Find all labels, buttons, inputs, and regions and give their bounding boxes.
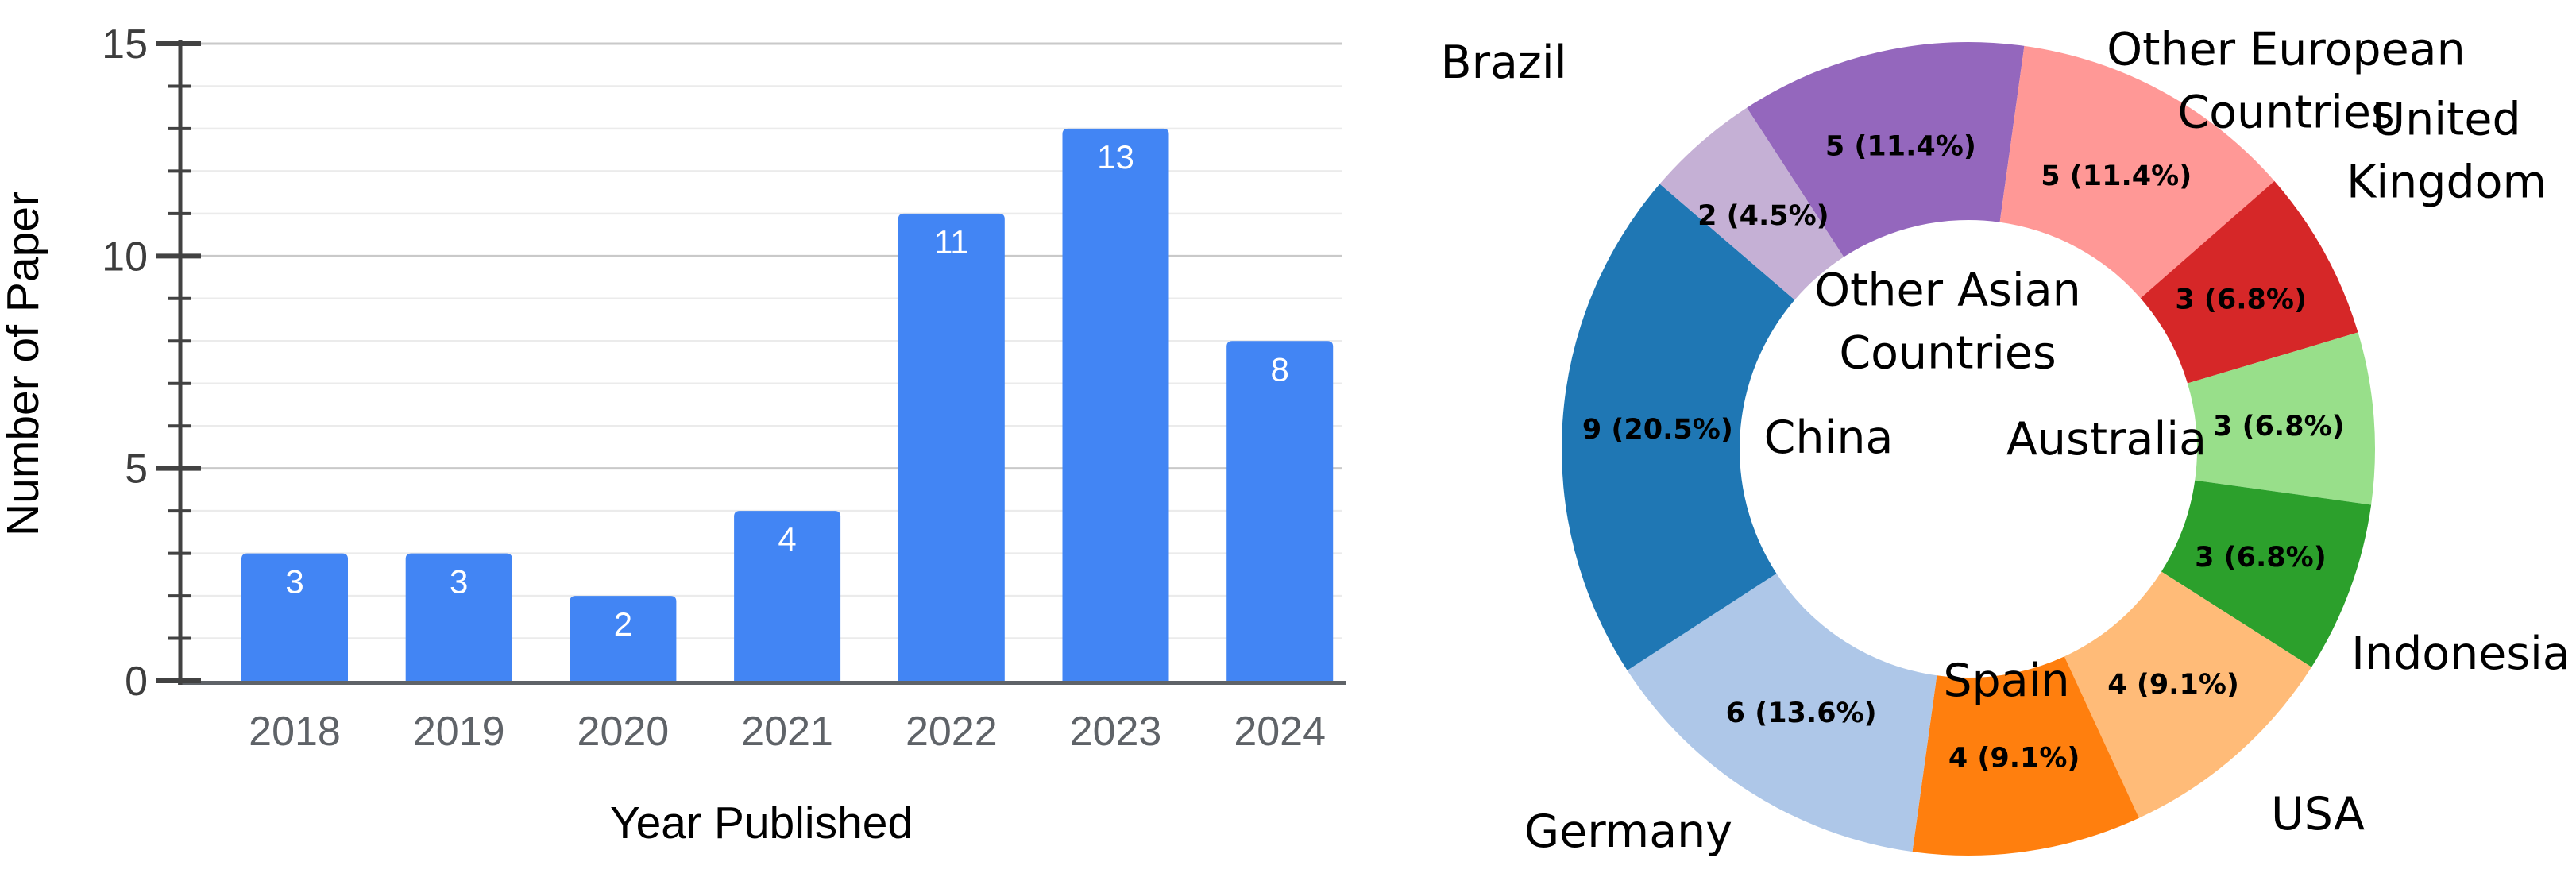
- bar-value-label: 3: [450, 563, 468, 601]
- y-tick-label: 5: [125, 446, 148, 493]
- slice-name-label-china: China: [1764, 412, 1894, 464]
- slice-value-label-indonesia: 3 (6.8%): [2195, 542, 2327, 574]
- bar-chart-svg: 3 3 2 4 11 13 8 0 5 10 15 2018 2019 2020 2021 2022 2023 2…: [0, 21, 1346, 848]
- x-tick-label: 2021: [741, 709, 833, 755]
- y-tick-label: 15: [102, 21, 148, 68]
- x-axis-title: Year Published: [610, 798, 913, 848]
- bar-value-label: 13: [1097, 138, 1134, 176]
- y-tick-label: 0: [125, 659, 148, 705]
- slice-name-label-brazil: Brazil: [1440, 37, 1566, 89]
- bar-value-label: 4: [778, 520, 796, 558]
- slice-name-label-united-kingdom: United Kingdom: [2346, 94, 2547, 209]
- slice-name-label-spain: Spain: [1943, 655, 2069, 707]
- bar-value-label: 2: [614, 605, 632, 643]
- slice-value-label-germany: 6 (13.6%): [1726, 697, 1877, 729]
- donut-slice-indonesia: [2161, 480, 2372, 667]
- donut-slice-usa: [2064, 571, 2312, 818]
- x-tick-label: 2018: [249, 709, 341, 755]
- donut-slice-other-european-countries: [1999, 45, 2275, 299]
- slice-name-label-other-european-countries: Other European Countries: [2107, 24, 2465, 139]
- donut-slice-brazil: [1659, 107, 1844, 300]
- slice-value-label-brazil: 2 (4.5%): [1697, 200, 1829, 232]
- bar-value-label: 8: [1271, 350, 1289, 388]
- slice-value-label-china: 9 (20.5%): [1582, 414, 1733, 446]
- donut-slice-china: [1561, 184, 1795, 670]
- slice-name-label-indonesia: Indonesia: [2351, 628, 2570, 680]
- donut-slice-australia: [2187, 332, 2375, 505]
- papers-per-year-bar-chart: 3 3 2 4 11 13 8 0 5 10 15 2018 2019 2020 2021 2022 2023 2…: [0, 21, 1346, 848]
- bar-value-label: 3: [285, 563, 303, 601]
- donut-slice-united-kingdom: [2140, 180, 2358, 384]
- bar-2024: [1226, 341, 1334, 681]
- bar-2020: [570, 596, 677, 681]
- x-tick-label: 2022: [906, 709, 998, 755]
- y-tick-label: 10: [102, 234, 148, 280]
- papers-by-country-donut-chart: 5 (11.4%) Other Asian Countries 5 (11.4%) Ot…: [1390, 0, 2576, 881]
- slice-value-label-other-european-countries: 5 (11.4%): [2041, 160, 2192, 192]
- x-tick-label: 2020: [577, 709, 670, 755]
- slice-name-label-other-asian-countries: Other Asian Countries: [1814, 265, 2081, 380]
- donut-slice-germany: [1627, 573, 1937, 852]
- donut-slice-spain: [1912, 656, 2139, 856]
- slice-value-label-spain: 4 (9.1%): [1948, 743, 2080, 775]
- slice-name-label-australia: Australia: [2006, 413, 2207, 466]
- bar-2019: [405, 553, 512, 681]
- x-tick-label: 2024: [1234, 709, 1326, 755]
- bar-2021: [734, 511, 841, 681]
- bar-2018: [241, 553, 348, 681]
- donut-slice-other-asian-countries: [1747, 41, 2025, 257]
- donut-chart-svg: 5 (11.4%) Other Asian Countries 5 (11.4%) Ot…: [1440, 24, 2570, 859]
- y-axis-title: Number of Paper: [0, 191, 48, 536]
- slice-value-label-australia: 3 (6.8%): [2213, 411, 2345, 442]
- x-tick-label: 2019: [413, 709, 505, 755]
- slice-name-label-usa: USA: [2271, 788, 2365, 840]
- bar-value-label: 11: [934, 223, 969, 261]
- bar-2023: [1062, 128, 1169, 681]
- slice-name-label-germany: Germany: [1524, 806, 1732, 858]
- slice-value-label-usa: 4 (9.1%): [2107, 669, 2239, 701]
- slice-value-label-other-asian-countries: 5 (11.4%): [1825, 130, 1976, 162]
- bar-2022: [898, 213, 1005, 681]
- x-tick-label: 2023: [1070, 709, 1162, 755]
- slice-value-label-united-kingdom: 3 (6.8%): [2175, 284, 2307, 315]
